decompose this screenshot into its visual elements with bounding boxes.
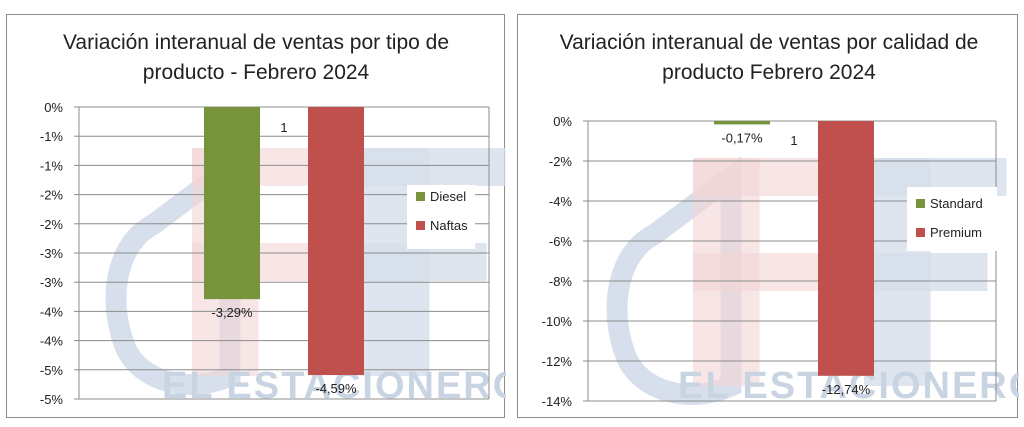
data-label-diesel: -3,29% (211, 305, 253, 320)
chart-panel-calidad: EL ESTACIONERO Variación interanual de ve… (517, 14, 1019, 418)
watermark-f-top (363, 148, 506, 186)
legend-swatch-diesel (416, 192, 425, 201)
legend-label-standard: Standard (930, 196, 983, 211)
y-tick-label: 0% (44, 100, 63, 115)
y-tick-label: -12% (542, 354, 573, 369)
y-tick-label: -8% (549, 274, 573, 289)
chart-title-line: Variación interanual de ventas por calid… (560, 31, 979, 54)
legend-label-premium: Premium (930, 225, 982, 240)
data-label-standard: -0,17% (721, 130, 763, 145)
watermark-f-mid (363, 243, 487, 281)
y-tick-label: -1% (40, 158, 64, 173)
bar-diesel (204, 107, 260, 300)
y-tick-label: -4% (40, 304, 64, 319)
y-tick-label: -3% (40, 246, 64, 261)
legend-label-diesel: Diesel (430, 189, 466, 204)
watermark-e-mid (693, 253, 826, 291)
bar-naftas (308, 107, 364, 376)
y-tick-label: -4% (40, 334, 64, 349)
legend-box (907, 187, 997, 251)
chart-panel-tipo: EL ESTACIONERO Variación interanual de ve… (6, 14, 506, 418)
category-label: 1 (280, 120, 287, 135)
category-label: 1 (790, 133, 797, 148)
chart-title-line: Variación interanual de ventas por tipo … (63, 31, 449, 54)
chart-title-line: producto - Febrero 2024 (143, 61, 370, 84)
y-tick-label: -2% (549, 154, 573, 169)
y-tick-label: -2% (40, 188, 64, 203)
watermark-f-mid (864, 253, 988, 291)
data-label-naftas: -4,59% (315, 381, 357, 396)
legend-swatch-naftas (416, 221, 425, 230)
chart-title-line: producto Febrero 2024 (662, 61, 876, 84)
watermark-drop-shape (606, 156, 742, 405)
y-tick-label: -6% (549, 234, 573, 249)
y-tick-label: -4% (549, 194, 573, 209)
y-tick-label: 0% (553, 114, 572, 129)
y-tick-label: -1% (40, 129, 64, 144)
y-tick-label: -2% (40, 217, 64, 232)
legend-label-naftas: Naftas (430, 218, 468, 233)
watermark-drop-shape (105, 146, 241, 395)
y-tick-label: -3% (40, 275, 64, 290)
y-tick-label: -14% (542, 394, 573, 409)
y-tick-label: -10% (542, 314, 573, 329)
y-tick-label: -5% (40, 392, 64, 407)
legend-swatch-standard (916, 199, 925, 208)
bar-premium (818, 121, 874, 376)
y-tick-label: -5% (40, 363, 64, 378)
bar-standard (714, 121, 770, 125)
legend-swatch-premium (916, 228, 925, 237)
data-label-premium: -12,74% (822, 382, 871, 397)
